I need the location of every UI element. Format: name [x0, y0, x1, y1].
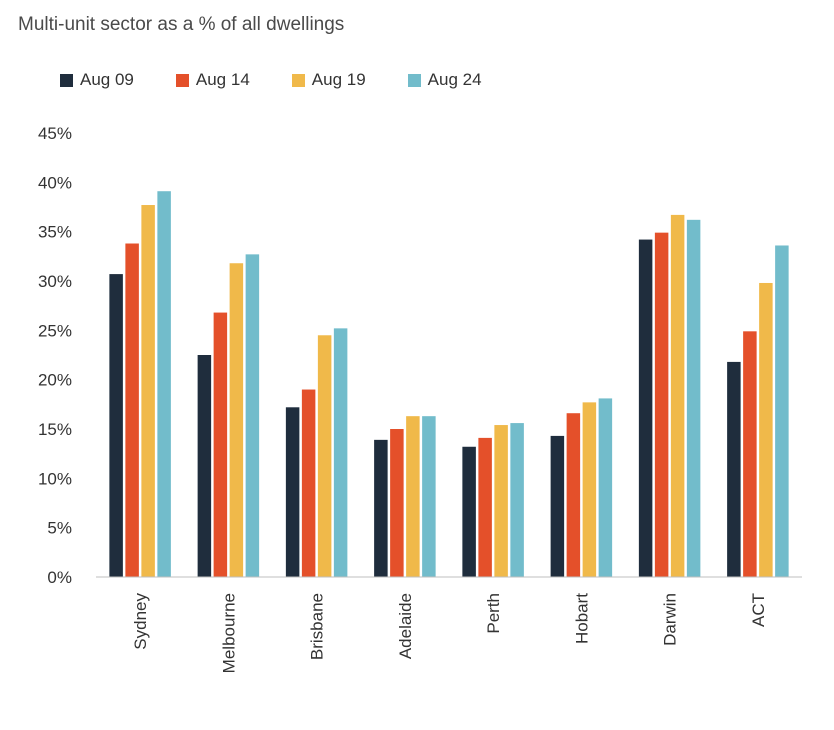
- bar-melbourne-aug-19: [229, 263, 244, 577]
- bar-perth-aug-24: [510, 423, 524, 577]
- bar-darwin-aug-14: [654, 232, 669, 578]
- bar-adelaide-aug-14: [390, 429, 404, 577]
- legend-label-aug-19: Aug 19: [311, 70, 366, 89]
- legend-item-aug-09: Aug 09: [60, 70, 134, 90]
- bar-act-aug-19: [759, 282, 773, 577]
- x-category-label: Melbourne: [219, 593, 238, 673]
- bar-brisbane-aug-14: [301, 389, 316, 577]
- bar-melbourne-aug-14: [213, 312, 228, 577]
- bar-perth-aug-19: [494, 425, 508, 577]
- y-tick-label: 20%: [38, 371, 72, 390]
- bar-adelaide-aug-19: [406, 416, 420, 577]
- legend-item-aug-19: Aug 19: [291, 70, 366, 90]
- bar-act-aug-09: [727, 361, 741, 577]
- bar-act-aug-24: [775, 245, 789, 578]
- bar-darwin-aug-09: [638, 239, 653, 577]
- bar-sydney-aug-19: [141, 205, 155, 577]
- chart-title: Multi-unit sector as a % of all dwelling…: [18, 14, 345, 35]
- bar-sydney-aug-14: [125, 243, 139, 578]
- legend-swatch-aug-19: [291, 73, 305, 87]
- y-tick-label: 25%: [38, 321, 72, 340]
- bar-darwin-aug-24: [686, 219, 701, 577]
- legend-label-aug-14: Aug 14: [195, 70, 250, 89]
- bar-act-aug-14: [743, 331, 757, 577]
- bar-hobart-aug-14: [566, 413, 581, 577]
- y-tick-label: 15%: [38, 420, 72, 439]
- y-tick-label: 45%: [38, 124, 72, 143]
- y-tick-label: 5%: [47, 519, 72, 538]
- legend-label-aug-09: Aug 09: [80, 70, 134, 89]
- bar-melbourne-aug-24: [245, 254, 260, 578]
- y-tick-label: 40%: [38, 173, 72, 192]
- legend-swatch-aug-09: [60, 73, 73, 87]
- legend-item-aug-24: Aug 24: [407, 70, 482, 90]
- legend-label-aug-24: Aug 24: [427, 70, 482, 89]
- x-category-label: ACT: [749, 593, 768, 627]
- legend-swatch-aug-14: [175, 73, 189, 87]
- bar-perth-aug-09: [462, 446, 476, 577]
- y-tick-label: 0%: [47, 568, 72, 587]
- bar-brisbane-aug-24: [333, 328, 348, 577]
- x-category-label: Sydney: [131, 593, 150, 650]
- legend: Aug 09 Aug 14 Aug 19 Aug 24: [60, 70, 524, 90]
- bar-brisbane-aug-09: [285, 407, 300, 577]
- bar-hobart-aug-09: [550, 435, 565, 577]
- y-tick-label: 35%: [38, 223, 72, 242]
- bar-hobart-aug-19: [582, 402, 597, 577]
- x-category-label: Hobart: [572, 593, 591, 644]
- x-category-label: Darwin: [661, 593, 680, 646]
- legend-item-aug-14: Aug 14: [175, 70, 250, 90]
- bar-perth-aug-14: [478, 437, 492, 577]
- x-category-label: Perth: [484, 593, 503, 634]
- x-category-label: Brisbane: [308, 593, 327, 660]
- y-tick-label: 10%: [38, 469, 72, 488]
- bar-adelaide-aug-09: [374, 439, 388, 577]
- bar-brisbane-aug-19: [317, 335, 332, 577]
- bar-adelaide-aug-24: [422, 416, 436, 577]
- bar-sydney-aug-09: [109, 274, 123, 577]
- bar-melbourne-aug-09: [197, 355, 212, 577]
- bar-hobart-aug-24: [598, 398, 613, 577]
- y-tick-label: 30%: [38, 272, 72, 291]
- bar-sydney-aug-24: [157, 191, 171, 578]
- x-category-label: Adelaide: [396, 593, 415, 659]
- bar-darwin-aug-19: [670, 214, 685, 578]
- legend-swatch-aug-24: [407, 73, 421, 87]
